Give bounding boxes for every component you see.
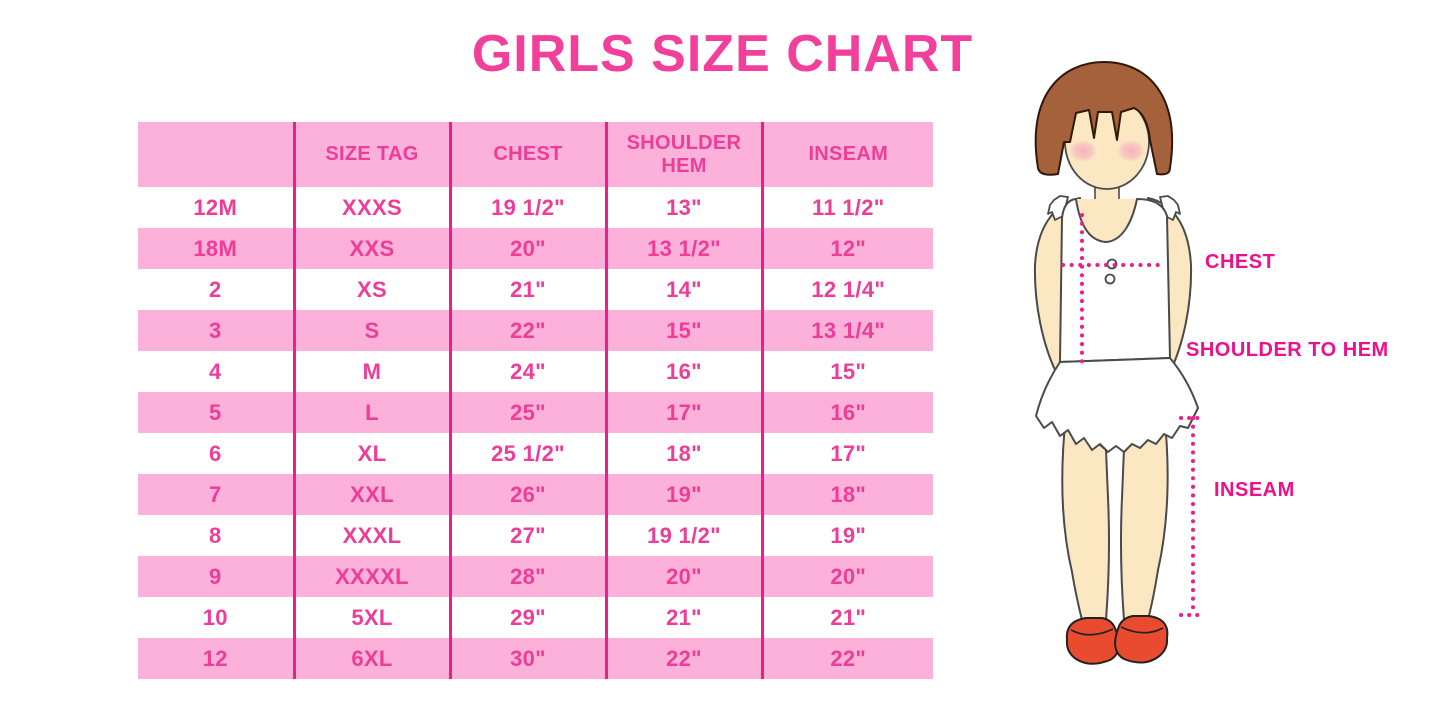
- header-cell-size: [138, 122, 294, 187]
- measurement-lines: [1061, 213, 1207, 617]
- size-table: SIZE TAG CHEST SHOULDER HEM INSEAM 12M XX…: [138, 122, 933, 679]
- table-row: 9 XXXXL 28" 20" 20": [138, 556, 933, 597]
- table-cell: 2: [138, 269, 294, 310]
- table-cell: 22": [760, 638, 933, 679]
- table-cell: 20": [448, 228, 606, 269]
- table-cell: 20": [760, 556, 933, 597]
- table-cell: 12 1/4": [760, 269, 933, 310]
- table-cell: 19 1/2": [448, 187, 606, 228]
- table-cell: 17": [760, 433, 933, 474]
- top-button: [1104, 273, 1116, 285]
- table-row: 12 6XL 30" 22" 22": [138, 638, 933, 679]
- table-cell: 16": [760, 392, 933, 433]
- table-cell: 25 1/2": [448, 433, 606, 474]
- table-cell: 11 1/2": [760, 187, 933, 228]
- inseam-label: INSEAM: [1214, 479, 1295, 501]
- table-cell: M: [292, 351, 450, 392]
- table-cell: 29": [448, 597, 606, 638]
- table-cell: XL: [292, 433, 450, 474]
- right-cheek: [1117, 140, 1145, 162]
- page-title: GIRLS SIZE CHART: [471, 25, 974, 83]
- table-cell: 18M: [138, 228, 294, 269]
- left-cheek: [1069, 140, 1097, 162]
- table-cell: 20": [604, 556, 762, 597]
- table-cell: 14": [604, 269, 762, 310]
- table-row: 3 S 22" 15" 13 1/4": [138, 310, 933, 351]
- header-cell-chest: CHEST: [448, 122, 606, 187]
- table-cell: 22": [448, 310, 606, 351]
- table-cell: 28": [448, 556, 606, 597]
- header-cell-inseam: INSEAM: [760, 122, 933, 187]
- table-cell: 19 1/2": [604, 515, 762, 556]
- table-cell: 17": [604, 392, 762, 433]
- table-cell: 3: [138, 310, 294, 351]
- shoulder-to-hem-label: SHOULDER TO HEM: [1186, 339, 1389, 361]
- table-cell: XXXS: [292, 187, 450, 228]
- table-cell: 26": [448, 474, 606, 515]
- header-cell-shoulder-hem: SHOULDER HEM: [604, 122, 762, 187]
- chest-label: CHEST: [1205, 251, 1276, 273]
- girl-shoes: [1065, 615, 1169, 665]
- table-cell: 27": [448, 515, 606, 556]
- table-cell: S: [292, 310, 450, 351]
- table-row: 8 XXXL 27" 19 1/2" 19": [138, 515, 933, 556]
- table-cell: 6: [138, 433, 294, 474]
- table-cell: 13 1/4": [760, 310, 933, 351]
- girl-hair: [1034, 61, 1174, 176]
- header-cell-size-tag: SIZE TAG: [292, 122, 450, 187]
- size-table-body: 12M XXXS 19 1/2" 13" 11 1/2" 18M XXS 20" 13 1/2"…: [138, 187, 933, 679]
- table-cell: 18": [604, 433, 762, 474]
- table-cell: 19": [760, 515, 933, 556]
- table-cell: XS: [292, 269, 450, 310]
- table-row: 2 XS 21" 14" 12 1/4": [138, 269, 933, 310]
- table-cell: 12M: [138, 187, 294, 228]
- table-cell: 12": [760, 228, 933, 269]
- table-row: 18M XXS 20" 13 1/2" 12": [138, 228, 933, 269]
- table-cell: 25": [448, 392, 606, 433]
- table-cell: 7: [138, 474, 294, 515]
- table-row: 7 XXL 26" 19" 18": [138, 474, 933, 515]
- table-cell: 10: [138, 597, 294, 638]
- table-cell: L: [292, 392, 450, 433]
- table-cell: 5: [138, 392, 294, 433]
- table-row: 4 M 24" 16" 15": [138, 351, 933, 392]
- girl-legs: [1061, 411, 1169, 621]
- table-row: 10 5XL 29" 21" 21": [138, 597, 933, 638]
- table-row: 6 XL 25 1/2" 18" 17": [138, 433, 933, 474]
- table-cell: 16": [604, 351, 762, 392]
- girl-face: [1064, 94, 1150, 190]
- girl-measurement-illustration: [1033, 61, 1207, 665]
- header-row: SIZE TAG CHEST SHOULDER HEM INSEAM: [138, 122, 933, 187]
- table-cell: 13 1/2": [604, 228, 762, 269]
- girl-skirt: [1035, 357, 1199, 453]
- table-cell: 5XL: [292, 597, 450, 638]
- table-cell: 22": [604, 638, 762, 679]
- table-cell: 21": [604, 597, 762, 638]
- table-cell: 15": [604, 310, 762, 351]
- table-cell: XXXXL: [292, 556, 450, 597]
- table-cell: 15": [760, 351, 933, 392]
- table-row: 12M XXXS 19 1/2" 13" 11 1/2": [138, 187, 933, 228]
- table-cell: 19": [604, 474, 762, 515]
- girl-neck: [1076, 177, 1137, 242]
- table-cell: 8: [138, 515, 294, 556]
- table-cell: 18": [760, 474, 933, 515]
- table-cell: 6XL: [292, 638, 450, 679]
- table-cell: 12: [138, 638, 294, 679]
- girl-top: [1047, 195, 1181, 363]
- table-cell: 24": [448, 351, 606, 392]
- table-cell: 4: [138, 351, 294, 392]
- table-cell: XXS: [292, 228, 450, 269]
- table-row: 5 L 25" 17" 16": [138, 392, 933, 433]
- table-cell: 30": [448, 638, 606, 679]
- table-cell: 9: [138, 556, 294, 597]
- table-cell: XXL: [292, 474, 450, 515]
- table-cell: 21": [760, 597, 933, 638]
- table-cell: 13": [604, 187, 762, 228]
- size-table-header: SIZE TAG CHEST SHOULDER HEM INSEAM: [138, 122, 933, 187]
- table-cell: 21": [448, 269, 606, 310]
- table-cell: XXXL: [292, 515, 450, 556]
